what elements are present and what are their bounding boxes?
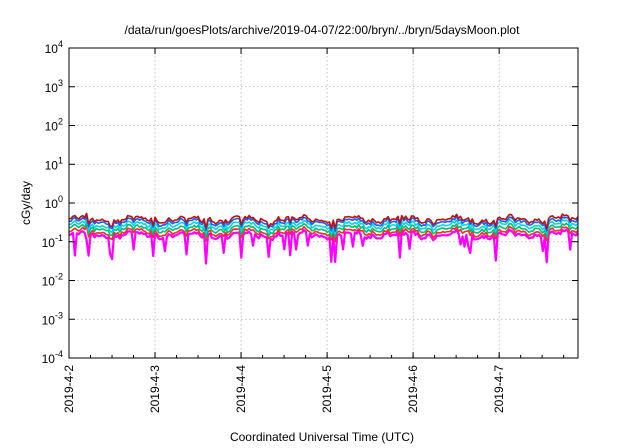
series-line [68,218,579,235]
series-line [68,212,579,230]
y-axis-label: cGy/day [19,181,33,225]
series-group [68,212,579,265]
series-line [68,222,579,239]
chart-title: /data/run/goesPlots/archive/2019-04-07/2… [125,23,521,37]
x-tick-label: 2019-4-4 [234,365,248,413]
x-tick-label: 2019-4-6 [406,365,420,413]
x-tick-label: 2019-4-3 [148,365,162,413]
series-line [68,225,579,243]
series-line [68,228,579,265]
x-tick-label: 2019-4-7 [492,365,506,413]
y-tick-label: 100 [45,194,63,211]
x-axis-label: Coordinated Universal Time (UTC) [230,430,414,444]
y-tick-label: 104 [45,39,63,56]
x-tick-label: 2019-4-2 [62,365,76,413]
y-tick-label: 102 [45,117,63,134]
x-tick-label: 2019-4-5 [320,365,334,413]
y-tick-label: 10-2 [42,272,63,289]
y-tick-label: 101 [45,155,63,172]
grid [69,48,578,358]
y-tick-label: 10-3 [42,310,63,327]
y-tick-label: 103 [45,78,63,95]
y-tick-label: 10-4 [42,349,63,366]
y-axis: 10-4 10-3 10-2 10-1 100 101 102 103 104 [42,39,578,366]
x-axis: 2019-4-2 2019-4-3 2019-4-4 2019-4-5 2019-4-6… [62,48,565,413]
y-tick-label: 10-1 [42,233,63,250]
